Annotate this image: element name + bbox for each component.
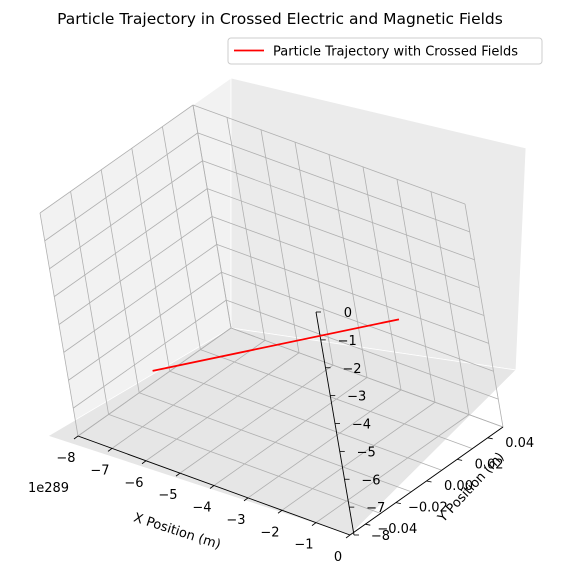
x-tick-mark-1 (107, 448, 113, 452)
y-grid-floor-4 (200, 349, 473, 449)
trajectory-line-0 (152, 318, 400, 372)
y-tick-label-1: −0.02 (408, 501, 448, 516)
x-tick-label-4: −4 (192, 501, 211, 516)
chart-title: Particle Trajectory in Crossed Electric … (57, 10, 503, 28)
z-grid-back-2 (202, 160, 475, 261)
tick-labels: −8 −7 −6 −5 −4 −3 −2 −1 0 −0.04 −0.02 0.000.020.04 0… (56, 306, 534, 565)
z-grid-back-0 (192, 104, 466, 205)
axis-lines (73, 311, 504, 539)
x-axis-label: X Position (m) (132, 511, 223, 553)
legend-label-0: Particle Trajectory with Crossed Fields (273, 45, 518, 60)
x-tick-label-0: −8 (56, 451, 75, 466)
x-tick-mark-8 (345, 534, 351, 539)
z-tick-label-1: −1 (338, 334, 357, 349)
x-tick-label-7: −1 (294, 538, 313, 553)
x-tick-label-5: −3 (226, 513, 245, 528)
y-tick-mark-2 (426, 480, 432, 483)
y-tick-mark-3 (457, 459, 463, 461)
x-tick-label-2: −6 (124, 476, 143, 491)
x-grid-floor-1 (111, 340, 266, 449)
x-grid-floor-5 (247, 389, 402, 499)
x-grid-floor-3 (179, 364, 334, 474)
z-grid-left-0 (39, 104, 194, 214)
z-grid-left-2 (49, 160, 203, 270)
z-tick-label-2: −2 (342, 362, 361, 377)
legend: Particle Trajectory with Crossed Fields (227, 37, 543, 65)
x-offset-label: 1e289 (28, 481, 69, 496)
legend-frame (227, 37, 543, 65)
z-tick-label-5: −5 (357, 445, 376, 460)
z-grid-left-5 (63, 244, 217, 353)
y-axis-line (349, 426, 504, 536)
z-grid-left-3 (54, 188, 208, 297)
x-grid-floor-7 (315, 414, 470, 523)
y-tick-label-3: 0.02 (475, 457, 504, 472)
x-tick-mark-7 (311, 522, 317, 526)
y-tick-mark-0 (365, 523, 371, 526)
y-tick-mark-4 (487, 437, 493, 440)
z-tick-label-4: −4 (352, 418, 371, 433)
z-grid-left-4 (58, 216, 213, 325)
x-tick-mark-4 (209, 485, 215, 489)
x-tick-label-1: −7 (90, 463, 109, 478)
x-tick-mark-5 (243, 497, 249, 502)
z-grid-back-3 (207, 188, 480, 289)
z-grid-back-6 (221, 271, 494, 372)
x-axis-line (77, 435, 351, 536)
z-grid-left-6 (68, 271, 222, 381)
z-grid-back-1 (197, 132, 470, 233)
x-tick-mark-2 (141, 460, 147, 465)
x-tick-mark-6 (277, 509, 283, 514)
z-grid-left-8 (77, 327, 232, 437)
y-tick-label-2: 0.00 (444, 479, 473, 494)
back-pane (230, 77, 527, 371)
y-tick-mark-1 (395, 502, 401, 504)
x-grid-floor-6 (281, 401, 436, 511)
z-tick-label-0: 0 (344, 306, 352, 321)
y-grid-floor-2 (139, 392, 412, 493)
y-grid-floor-3 (169, 370, 442, 471)
z-grid-left-7 (73, 299, 227, 409)
z-grid-left-1 (44, 132, 198, 242)
z-axis-line (315, 311, 355, 536)
z-tick-label-7: −7 (366, 501, 385, 516)
x-tick-label-8: 0 (334, 550, 342, 565)
z-grid-back-5 (216, 243, 489, 344)
x-grid-floor-4 (213, 377, 368, 486)
x-tick-label-3: −5 (158, 488, 177, 503)
z-grid-back-4 (211, 216, 485, 316)
y-tick-label-4: 0.04 (505, 436, 534, 451)
y-grid-floor-1 (108, 414, 381, 514)
x-tick-mark-0 (73, 435, 79, 440)
z-tick-label-8: −8 (371, 529, 390, 544)
x-tick-mark-3 (175, 472, 181, 477)
x-grid-floor-2 (145, 352, 300, 462)
z-tick-label-6: −6 (361, 473, 380, 488)
z-tick-label-3: −3 (347, 390, 366, 405)
y-tick-label-0: −0.04 (377, 522, 417, 537)
series-lines (152, 318, 400, 372)
z-grid-back-7 (226, 299, 499, 400)
x-tick-label-6: −2 (260, 525, 279, 540)
